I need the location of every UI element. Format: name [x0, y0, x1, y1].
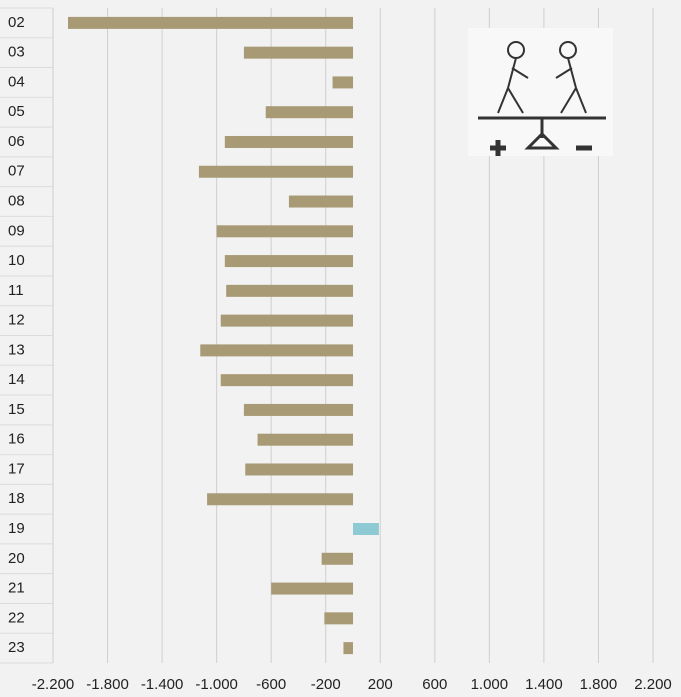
y-tick-label: 06: [8, 133, 25, 150]
x-tick-label: -1.000: [195, 676, 238, 693]
bar: [225, 255, 353, 267]
y-tick-label: 14: [8, 371, 25, 388]
bar: [353, 523, 379, 535]
x-tick-label: -1.400: [141, 676, 184, 693]
y-tick-label: 22: [8, 609, 25, 626]
y-tick-label: 21: [8, 580, 25, 597]
bar: [266, 106, 353, 118]
x-tick-label: 1.000: [471, 676, 509, 693]
bar: [244, 404, 353, 416]
y-tick-label: 12: [8, 312, 25, 329]
x-tick-label: 1.400: [525, 676, 563, 693]
y-tick-label: 02: [8, 14, 25, 31]
y-tick-label: 05: [8, 103, 25, 120]
bar: [226, 285, 353, 297]
bar: [199, 166, 353, 178]
bar: [221, 374, 353, 386]
bar: [221, 315, 353, 327]
bar: [245, 463, 353, 475]
bar: [324, 612, 353, 624]
y-tick-label: 10: [8, 252, 25, 269]
y-tick-label: 13: [8, 341, 25, 358]
bar: [244, 47, 353, 59]
y-tick-label: 11: [8, 282, 24, 299]
y-tick-label: 23: [8, 639, 25, 656]
bar: [322, 553, 353, 565]
y-tick-label: 08: [8, 192, 25, 209]
bar: [333, 76, 353, 88]
bar: [217, 225, 353, 237]
y-tick-label: 03: [8, 44, 25, 61]
y-tick-label: 09: [8, 222, 25, 239]
x-tick-label: 600: [422, 676, 447, 693]
balance-icon: [468, 28, 613, 156]
y-tick-label: 07: [8, 163, 25, 180]
page: -2.200 -1.800 -1.400 -1.000 -600 -200 200 600 1.…: [0, 0, 681, 697]
bar: [225, 136, 353, 148]
y-tick-label: 20: [8, 550, 25, 567]
bar: [68, 17, 353, 29]
y-tick-label: 17: [8, 460, 25, 477]
bar: [207, 493, 353, 505]
x-tick-label: -2.200: [32, 676, 75, 693]
y-tick-label: 19: [8, 520, 25, 537]
y-tick-label: 04: [8, 73, 25, 90]
x-tick-label: -1.800: [86, 676, 129, 693]
y-tick-label: 16: [8, 431, 25, 448]
x-tick-label: 200: [368, 676, 393, 693]
x-tick-label: 2.200: [634, 676, 672, 693]
bar: [200, 344, 353, 356]
y-tick-label: 15: [8, 401, 25, 418]
x-tick-label: 1.800: [580, 676, 618, 693]
bar: [343, 642, 353, 654]
bar: [271, 583, 353, 595]
x-tick-label: -600: [256, 676, 286, 693]
bar: [258, 434, 353, 446]
chart: -2.200 -1.800 -1.400 -1.000 -600 -200 200 600 1.…: [0, 0, 681, 697]
bar: [289, 196, 353, 208]
x-tick-label: -200: [311, 676, 341, 693]
y-tick-label: 18: [8, 490, 25, 507]
